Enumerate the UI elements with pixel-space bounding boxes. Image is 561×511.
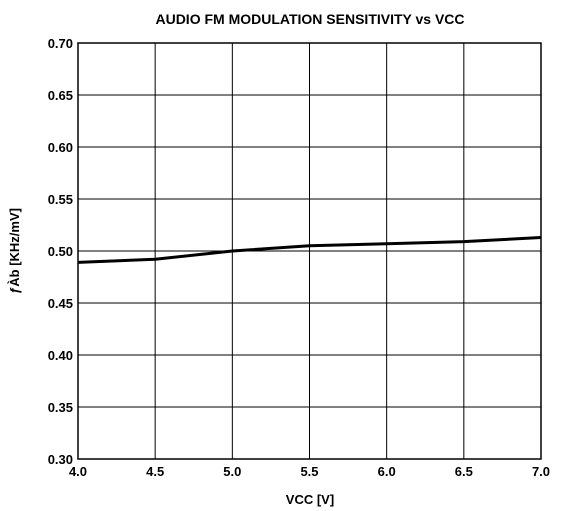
x-tick-label: 5.0 xyxy=(223,464,241,479)
y-axis-label: ƒÀb [KHz/mV] xyxy=(7,208,22,294)
x-tick-label: 6.5 xyxy=(455,464,473,479)
y-tick-label: 0.70 xyxy=(48,36,73,51)
y-tick-label: 0.65 xyxy=(48,88,73,103)
x-tick-label: 6.0 xyxy=(378,464,396,479)
y-tick-labels: 0.30 0.35 0.40 0.45 0.50 0.55 0.60 0.65 0.70 xyxy=(48,36,73,467)
y-tick-label: 0.30 xyxy=(48,452,73,467)
y-tick-label: 0.40 xyxy=(48,348,73,363)
chart-title: AUDIO FM MODULATION SENSITIVITY vs VCC xyxy=(155,11,464,27)
y-tick-label: 0.60 xyxy=(48,140,73,155)
y-tick-label: 0.45 xyxy=(48,296,73,311)
y-tick-label: 0.55 xyxy=(48,192,73,207)
x-tick-label: 5.5 xyxy=(300,464,318,479)
y-tick-label: 0.50 xyxy=(48,244,73,259)
plot-frame xyxy=(77,42,542,460)
x-tick-label: 4.5 xyxy=(146,464,164,479)
series-layer xyxy=(77,236,542,264)
x-tick-label: 4.0 xyxy=(69,464,87,479)
x-axis-label: VCC [V] xyxy=(286,492,334,507)
series-line xyxy=(77,236,542,264)
x-tick-label: 7.0 xyxy=(532,464,550,479)
y-tick-label: 0.35 xyxy=(48,400,73,415)
x-tick-labels: 4.0 4.5 5.0 5.5 6.0 6.5 7.0 xyxy=(69,464,550,479)
grid xyxy=(77,42,542,460)
